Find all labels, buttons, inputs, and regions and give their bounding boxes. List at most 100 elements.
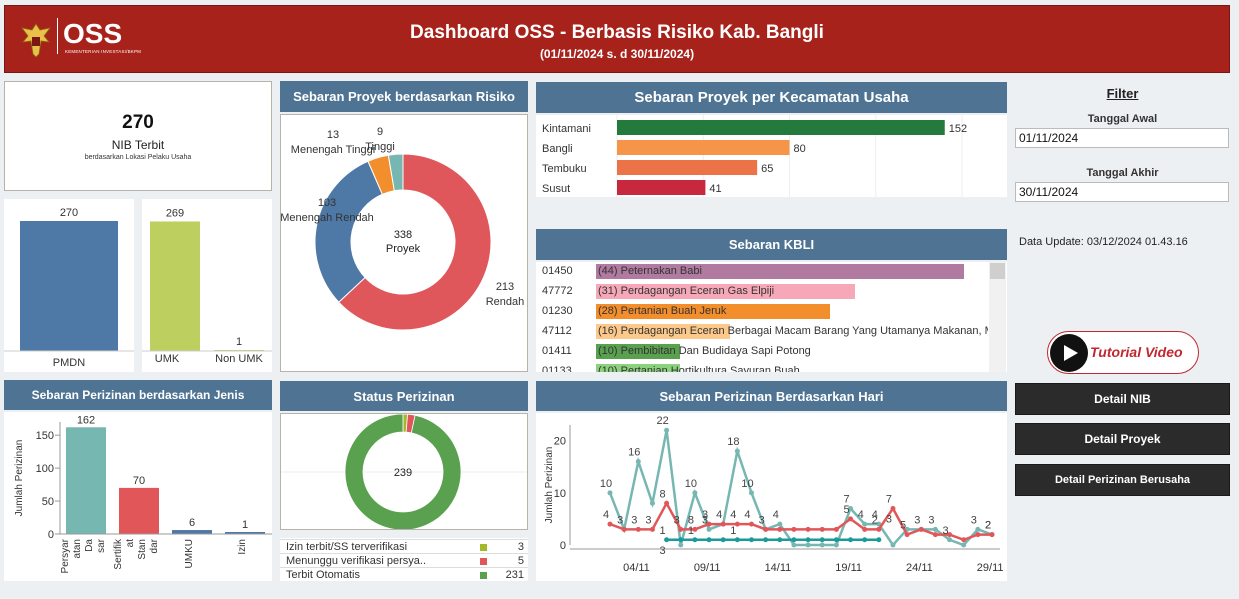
kbli-scrollbar[interactable]: [989, 262, 1006, 372]
jenis-bar[interactable]: [66, 427, 106, 534]
hari-point[interactable]: [805, 537, 811, 543]
kbli-bar[interactable]: [596, 344, 680, 359]
hari-point[interactable]: [692, 526, 698, 532]
hari-point[interactable]: [862, 526, 868, 532]
hari-point[interactable]: [904, 532, 910, 538]
jenis-bar[interactable]: [119, 487, 159, 534]
hari-point[interactable]: [961, 542, 967, 548]
hari-point[interactable]: [664, 537, 670, 543]
detail-nib-button[interactable]: Detail NIB: [1015, 383, 1230, 415]
hari-point[interactable]: [763, 537, 769, 543]
hari-point[interactable]: [706, 537, 712, 543]
hari-point[interactable]: [890, 505, 896, 511]
kbli-row[interactable]: 01411 (10) Pembibitan Dan Budidaya Sapi P…: [536, 344, 988, 360]
hari-point[interactable]: [748, 537, 754, 543]
hari-point[interactable]: [848, 537, 854, 543]
hari-point[interactable]: [692, 490, 698, 496]
kbli-scroll-thumb[interactable]: [990, 263, 1005, 279]
hari-point[interactable]: [664, 427, 670, 433]
hari-point[interactable]: [876, 526, 882, 532]
hari-point[interactable]: [621, 526, 627, 532]
kbli-bar[interactable]: [596, 264, 964, 279]
hari-point[interactable]: [734, 448, 740, 454]
kbli-list[interactable]: 01450 (44) Peternakan Babi 47772 (31) Perda…: [536, 262, 988, 372]
hari-point[interactable]: [748, 521, 754, 527]
hari-point[interactable]: [947, 532, 953, 538]
hari-point[interactable]: [748, 490, 754, 496]
hari-point[interactable]: [819, 526, 825, 532]
end-date-input[interactable]: 30/11/2024: [1015, 182, 1229, 202]
hari-point[interactable]: [819, 537, 825, 543]
hari-point[interactable]: [848, 516, 854, 522]
hari-point[interactable]: [678, 542, 684, 548]
hari-point[interactable]: [862, 537, 868, 543]
hari-point[interactable]: [833, 537, 839, 543]
hari-point[interactable]: [635, 526, 641, 532]
hari-point[interactable]: [791, 542, 797, 548]
hari-point[interactable]: [848, 505, 854, 511]
hari-point[interactable]: [791, 537, 797, 543]
umk-bar[interactable]: [150, 221, 200, 351]
hari-point[interactable]: [862, 521, 868, 527]
hari-point[interactable]: [635, 459, 641, 465]
hari-point[interactable]: [607, 490, 613, 496]
tutorial-video-button[interactable]: Tutorial Video: [1047, 331, 1199, 374]
hari-point[interactable]: [664, 500, 670, 506]
hari-point[interactable]: [975, 526, 981, 532]
hari-series-line[interactable]: [608, 429, 993, 548]
hari-point[interactable]: [678, 537, 684, 543]
hari-point[interactable]: [947, 537, 953, 543]
hari-point[interactable]: [734, 521, 740, 527]
jenis-bar[interactable]: [172, 530, 212, 534]
hari-point[interactable]: [720, 537, 726, 543]
kecamatan-bar[interactable]: [617, 120, 945, 135]
status-legend-row[interactable]: Izin terbit/SS terverifikasi 3: [280, 539, 528, 553]
risiko-slice[interactable]: [338, 153, 492, 331]
hari-point[interactable]: [777, 526, 783, 532]
hari-point[interactable]: [961, 537, 967, 543]
status-slice[interactable]: [344, 413, 462, 531]
hari-point[interactable]: [932, 532, 938, 538]
hari-point[interactable]: [805, 542, 811, 548]
status-legend-row[interactable]: Menunggu verifikasi persya.. 5: [280, 553, 528, 567]
kbli-bar[interactable]: [596, 304, 831, 319]
kbli-bar[interactable]: [596, 324, 730, 339]
kbli-bar[interactable]: [596, 364, 680, 372]
hari-point[interactable]: [833, 542, 839, 548]
kbli-row[interactable]: 47112 (16) Perdagangan Eceran Berbagai Ma…: [536, 324, 988, 340]
kbli-row[interactable]: 47772 (31) Perdagangan Eceran Gas Elpiji: [536, 284, 988, 300]
hari-point[interactable]: [734, 537, 740, 543]
hari-point[interactable]: [975, 532, 981, 538]
kbli-row[interactable]: 01230 (28) Pertanian Buah Jeruk: [536, 304, 988, 320]
hari-point[interactable]: [805, 526, 811, 532]
hari-point[interactable]: [649, 500, 655, 506]
hari-point[interactable]: [819, 542, 825, 548]
hari-point[interactable]: [876, 537, 882, 543]
kecamatan-bar[interactable]: [617, 160, 758, 175]
kecamatan-bar[interactable]: [617, 140, 790, 155]
hari-point[interactable]: [989, 532, 995, 538]
start-date-input[interactable]: 01/11/2024: [1015, 128, 1229, 148]
hari-point[interactable]: [706, 521, 712, 527]
detail-perizinan-button[interactable]: Detail Perizinan Berusaha: [1015, 464, 1230, 496]
hari-point[interactable]: [932, 526, 938, 532]
hari-point[interactable]: [763, 526, 769, 532]
detail-proyek-button[interactable]: Detail Proyek: [1015, 423, 1230, 455]
risiko-slice[interactable]: [387, 153, 404, 192]
kbli-row[interactable]: 01450 (44) Peternakan Babi: [536, 264, 988, 280]
hari-point[interactable]: [692, 537, 698, 543]
hari-point[interactable]: [678, 526, 684, 532]
hari-point[interactable]: [791, 526, 797, 532]
hari-series-line[interactable]: [609, 500, 992, 542]
risiko-slice[interactable]: [314, 160, 383, 303]
hari-point[interactable]: [918, 526, 924, 532]
jenis-bar[interactable]: [225, 532, 265, 534]
hari-point[interactable]: [777, 521, 783, 527]
hari-point[interactable]: [777, 537, 783, 543]
hari-point[interactable]: [720, 521, 726, 527]
kecamatan-bar[interactable]: [617, 180, 706, 195]
hari-point[interactable]: [649, 526, 655, 532]
pmdn-bar[interactable]: [20, 221, 118, 351]
kbli-bar[interactable]: [596, 284, 856, 299]
hari-point[interactable]: [890, 542, 896, 548]
